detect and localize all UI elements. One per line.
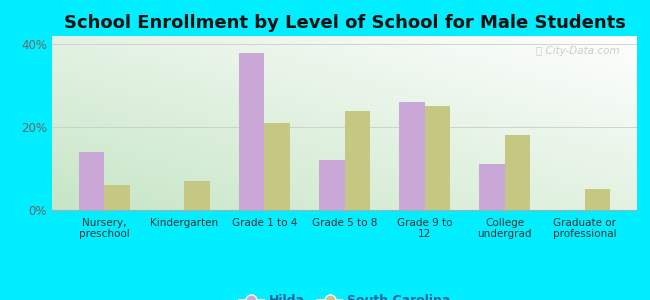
Bar: [585, 189, 610, 210]
Bar: [399, 102, 424, 210]
Bar: [504, 135, 530, 210]
Bar: [265, 123, 290, 210]
Bar: [185, 181, 210, 210]
Legend: Hilda, South Carolina: Hilda, South Carolina: [233, 289, 456, 300]
Bar: [319, 160, 344, 210]
Bar: [344, 111, 370, 210]
Text: ⓘ City-Data.com: ⓘ City-Data.com: [536, 46, 619, 56]
Bar: [79, 152, 104, 210]
Bar: [479, 164, 504, 210]
Bar: [104, 185, 130, 210]
Bar: [424, 106, 450, 210]
Title: School Enrollment by Level of School for Male Students: School Enrollment by Level of School for…: [64, 14, 625, 32]
Bar: [239, 52, 265, 210]
